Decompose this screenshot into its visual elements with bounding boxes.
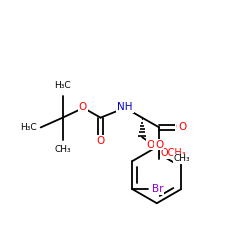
Text: H₃C: H₃C [20,124,37,132]
Text: O: O [146,140,155,149]
Text: O: O [155,140,163,149]
Text: O: O [79,102,87,113]
Text: CH₃: CH₃ [54,145,71,154]
Text: O: O [96,136,105,146]
Text: O: O [178,122,186,132]
Text: H₃C: H₃C [54,80,71,90]
Text: O: O [176,122,184,132]
Text: NH: NH [117,102,133,113]
Text: CH₃: CH₃ [174,154,190,163]
Text: OCH₃: OCH₃ [160,148,186,158]
Text: Br: Br [152,184,164,194]
